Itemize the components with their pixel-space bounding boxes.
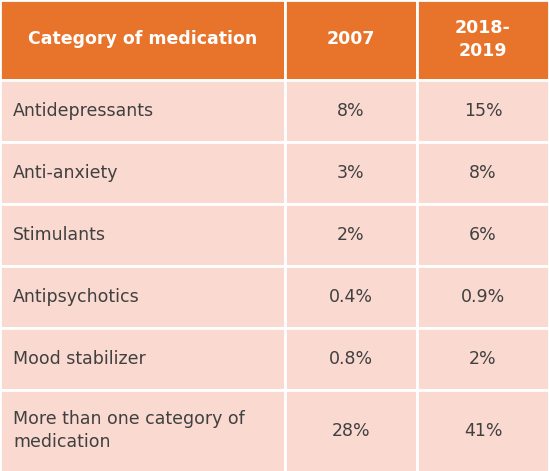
Bar [0, 390, 285, 471]
Bar [417, 266, 549, 327]
Text: Anti-anxiety: Anti-anxiety [13, 163, 119, 181]
Bar [0, 266, 285, 327]
Bar [417, 203, 549, 266]
Bar [417, 327, 549, 390]
Bar [285, 390, 417, 471]
Text: Stimulants: Stimulants [13, 226, 106, 244]
Text: Category of medication: Category of medication [28, 31, 257, 49]
Bar [417, 141, 549, 203]
Text: 41%: 41% [464, 422, 502, 439]
Text: Antipsychotics: Antipsychotics [13, 287, 140, 306]
Bar [0, 203, 285, 266]
Text: 0.4%: 0.4% [329, 287, 373, 306]
Bar [285, 0, 417, 80]
Bar [417, 390, 549, 471]
Bar [0, 141, 285, 203]
Text: Mood stabilizer: Mood stabilizer [13, 349, 146, 367]
Text: 6%: 6% [469, 226, 497, 244]
Text: 2018-
2019: 2018- 2019 [455, 19, 511, 60]
Text: 2%: 2% [337, 226, 365, 244]
Text: 8%: 8% [337, 101, 365, 120]
Text: 2007: 2007 [327, 31, 375, 49]
Bar [0, 327, 285, 390]
Bar [0, 80, 285, 141]
Bar [417, 0, 549, 80]
Text: More than one category of
medication: More than one category of medication [13, 410, 245, 451]
Text: 2%: 2% [469, 349, 497, 367]
Bar [0, 0, 285, 80]
Text: 28%: 28% [332, 422, 371, 439]
Text: 0.8%: 0.8% [329, 349, 373, 367]
Bar [417, 80, 549, 141]
Bar [285, 266, 417, 327]
Text: 0.9%: 0.9% [461, 287, 505, 306]
Bar [285, 80, 417, 141]
Bar [285, 141, 417, 203]
Text: 3%: 3% [337, 163, 365, 181]
Bar [285, 203, 417, 266]
Text: 8%: 8% [469, 163, 497, 181]
Bar [285, 327, 417, 390]
Text: 15%: 15% [464, 101, 502, 120]
Text: Antidepressants: Antidepressants [13, 101, 154, 120]
